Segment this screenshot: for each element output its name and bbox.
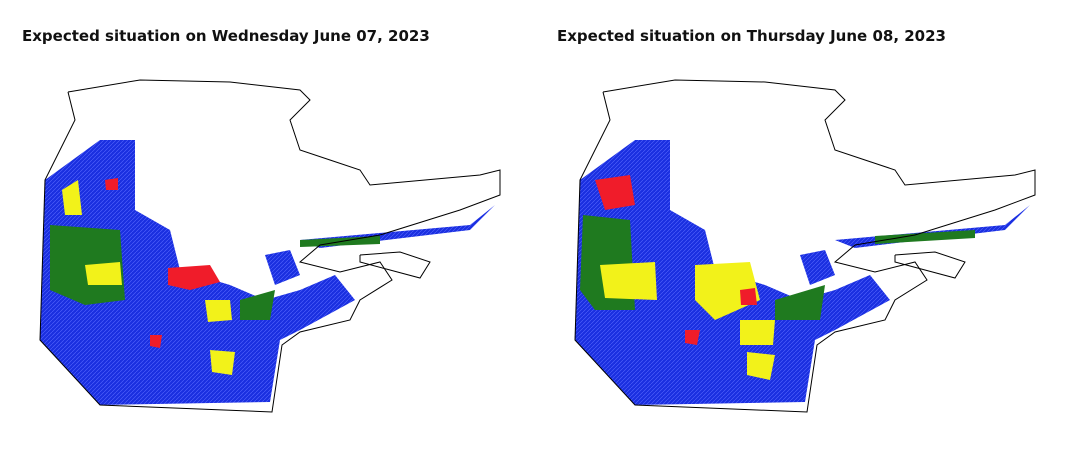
fire-zone-blue	[575, 140, 890, 405]
fire-zone-yellow	[62, 180, 82, 215]
fire-zone-red	[595, 175, 635, 210]
lake-outline	[894, 251, 966, 279]
fire-zone-yellow	[210, 350, 235, 375]
fire-zone-red	[150, 335, 162, 348]
map-panel	[574, 79, 1036, 413]
fire-zone-blue	[40, 140, 355, 405]
fire-zone-yellow	[85, 262, 122, 285]
map-panel	[39, 79, 501, 413]
fire-zone-blue	[800, 250, 835, 285]
region-outline	[574, 79, 1036, 413]
panel-title: Expected situation on Wednesday June 07,…	[22, 27, 430, 45]
fire-zone-green	[775, 285, 825, 320]
fire-zone-blue	[835, 205, 1030, 248]
fire-zone-yellow	[205, 300, 232, 322]
lake-outline	[359, 251, 431, 279]
fire-zone-red	[685, 330, 700, 345]
fire-zone-yellow	[695, 262, 760, 320]
panel-title: Expected situation on Thursday June 08, …	[557, 27, 946, 45]
region-outline	[39, 79, 501, 413]
fire-zone-red	[168, 265, 220, 290]
fire-zone-green	[875, 230, 975, 244]
fire-zone-yellow	[740, 320, 775, 345]
fire-zone-green	[240, 290, 275, 320]
fire-zone-yellow	[747, 352, 775, 380]
fire-zone-blue	[265, 250, 300, 285]
fire-zone-blue	[300, 205, 495, 248]
fire-zone-yellow	[600, 262, 657, 300]
fire-zone-red	[740, 288, 757, 305]
fire-zone-red	[105, 178, 118, 190]
